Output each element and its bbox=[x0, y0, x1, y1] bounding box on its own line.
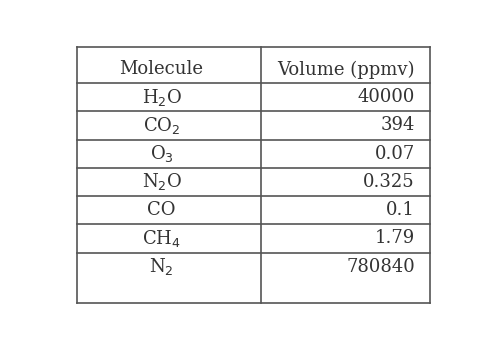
Text: O$_3$: O$_3$ bbox=[149, 143, 174, 164]
Text: 0.1: 0.1 bbox=[386, 201, 415, 219]
Text: 0.07: 0.07 bbox=[375, 145, 415, 163]
Text: CH$_4$: CH$_4$ bbox=[142, 228, 181, 249]
Text: CO: CO bbox=[148, 201, 176, 219]
Text: Molecule: Molecule bbox=[120, 61, 203, 79]
Text: N$_2$O: N$_2$O bbox=[142, 171, 182, 192]
Text: 394: 394 bbox=[381, 117, 415, 135]
Text: H$_2$O: H$_2$O bbox=[142, 87, 182, 108]
Text: CO$_2$: CO$_2$ bbox=[143, 115, 180, 136]
Text: N$_2$: N$_2$ bbox=[149, 256, 174, 277]
Text: 40000: 40000 bbox=[357, 88, 415, 106]
Text: 780840: 780840 bbox=[346, 258, 415, 276]
Text: 0.325: 0.325 bbox=[363, 173, 415, 191]
Text: 1.79: 1.79 bbox=[375, 229, 415, 247]
Text: Volume (ppmv): Volume (ppmv) bbox=[277, 60, 414, 79]
